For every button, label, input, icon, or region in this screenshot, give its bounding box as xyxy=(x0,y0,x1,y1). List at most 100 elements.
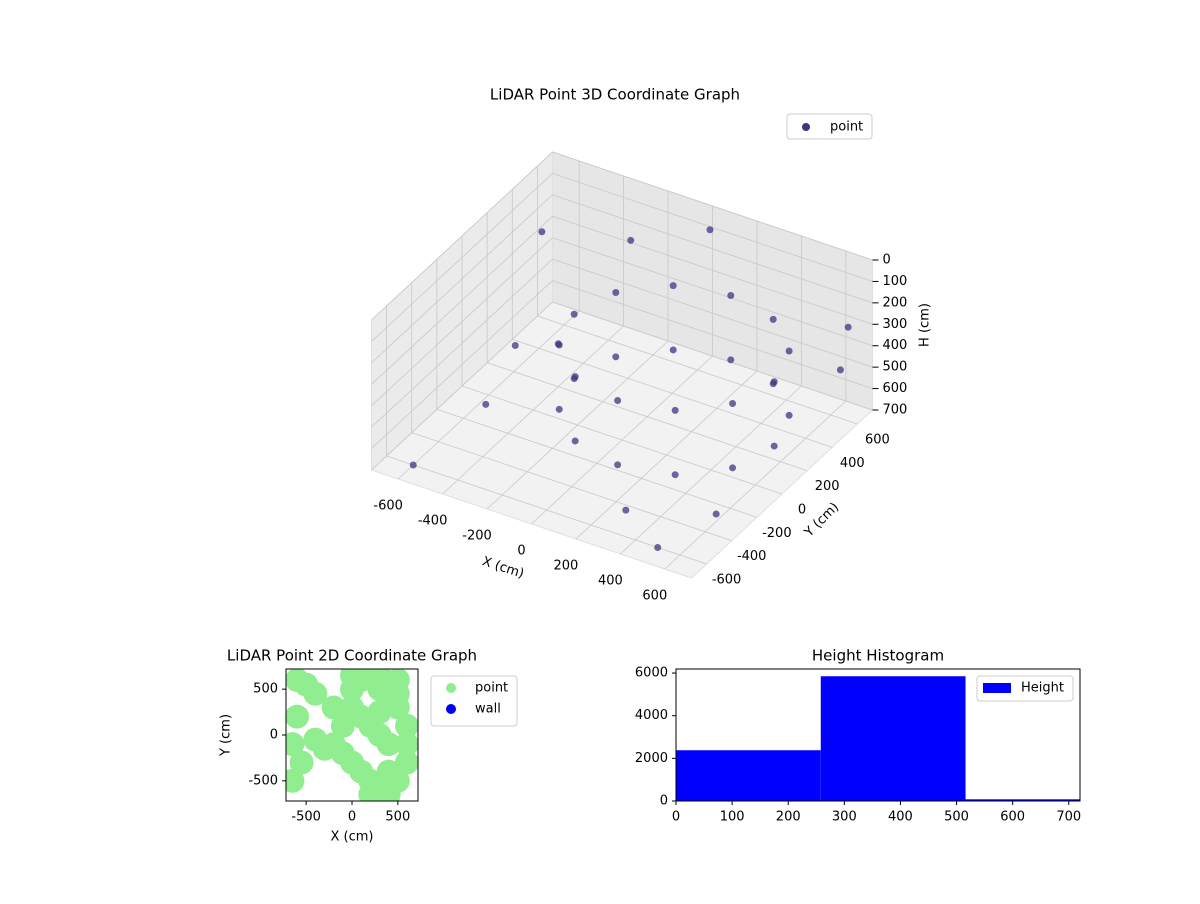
point xyxy=(612,289,620,297)
bar xyxy=(820,676,966,801)
grid-line xyxy=(371,173,553,342)
y-tick-label: 500 xyxy=(253,682,278,697)
grid-line xyxy=(552,258,873,368)
y-axis-label: Y (cm) xyxy=(801,500,842,541)
point xyxy=(286,704,309,729)
grid-line xyxy=(552,151,873,261)
x-tick-label: 400 xyxy=(598,574,623,589)
z-tick-label: 600 xyxy=(883,381,908,396)
x-tick-label: 300 xyxy=(832,810,857,825)
z-tick-label: 0 xyxy=(883,253,891,268)
point xyxy=(671,471,679,479)
x-tick-label: 600 xyxy=(642,589,667,604)
legend-marker xyxy=(446,704,456,714)
point xyxy=(409,461,417,469)
grid-line xyxy=(371,215,553,385)
axes-frame xyxy=(675,668,1081,802)
y-tick-label: 0 xyxy=(798,503,806,518)
x-tick-label: 200 xyxy=(554,559,579,574)
y-tick-label: -500 xyxy=(248,773,278,788)
point xyxy=(395,750,418,775)
legend-label: wall xyxy=(475,702,501,717)
point xyxy=(321,695,346,720)
z-tick-label: 500 xyxy=(883,360,908,375)
plot-area xyxy=(286,669,418,801)
x-tick-label: 500 xyxy=(385,810,410,825)
y-tick-label: 0 xyxy=(270,728,278,743)
grid-line xyxy=(512,338,833,448)
point xyxy=(571,437,579,445)
z-tick-label: 200 xyxy=(883,295,908,310)
plot-area xyxy=(676,676,1080,801)
grid-line xyxy=(371,151,553,321)
y-tick-label: -600 xyxy=(712,573,742,588)
point xyxy=(614,461,622,469)
y-tick-label: -400 xyxy=(737,549,767,564)
chart-title: Height Histogram xyxy=(812,647,944,665)
y-axis-label: Y (cm) xyxy=(219,714,234,757)
legend-marker xyxy=(446,683,456,693)
grid-line xyxy=(371,280,553,449)
point xyxy=(770,442,778,450)
x-tick-label: 100 xyxy=(720,810,745,825)
x-tick-label: 0 xyxy=(672,810,680,825)
x-tick-label: 400 xyxy=(888,810,913,825)
grid-line xyxy=(411,432,732,542)
y-tick-label: 400 xyxy=(840,456,865,471)
x-tick-label: 500 xyxy=(944,810,969,825)
grid-line xyxy=(552,301,873,411)
chart-title: LiDAR Point 2D Coordinate Graph xyxy=(227,647,477,665)
point xyxy=(727,356,735,364)
z-axis-label: H (cm) xyxy=(918,303,933,347)
x-tick-label: -500 xyxy=(291,810,321,825)
point xyxy=(785,411,793,419)
grid-line xyxy=(371,237,553,407)
point xyxy=(538,228,546,236)
point xyxy=(612,353,620,361)
point xyxy=(671,406,679,414)
y-tick-label: 200 xyxy=(815,479,840,494)
legend-marker xyxy=(802,123,810,131)
point xyxy=(769,315,777,323)
point xyxy=(622,506,630,514)
point xyxy=(376,759,401,784)
x-tick-label: 0 xyxy=(348,810,356,825)
point xyxy=(376,732,401,757)
x-tick-label: 0 xyxy=(517,544,525,559)
grid-line xyxy=(371,194,553,364)
grid-line xyxy=(552,237,873,347)
legend-box xyxy=(976,675,1074,702)
point xyxy=(627,236,635,244)
x-tick-label: -600 xyxy=(373,499,403,514)
x-tick-label: 700 xyxy=(1056,810,1081,825)
point xyxy=(654,544,662,551)
point xyxy=(482,400,490,408)
point xyxy=(729,400,737,408)
point xyxy=(570,375,578,383)
legend-label: Height xyxy=(1021,681,1064,696)
legend-label: point xyxy=(475,681,508,696)
y-tick-label: 600 xyxy=(865,433,890,448)
grid-line xyxy=(371,301,553,471)
y-tick-label: 4000 xyxy=(635,708,668,723)
x-tick-label: -200 xyxy=(462,529,492,544)
y-tick-label: 6000 xyxy=(635,666,668,681)
point xyxy=(669,282,677,290)
legend-swatch xyxy=(983,683,1011,693)
x-axis-label: X (cm) xyxy=(331,830,374,845)
point xyxy=(712,510,720,518)
z-tick-label: 100 xyxy=(883,274,908,289)
grid-line xyxy=(552,280,873,389)
point xyxy=(286,768,305,793)
point xyxy=(769,380,777,388)
point xyxy=(385,681,410,706)
point xyxy=(511,342,519,350)
y-tick-label: -200 xyxy=(762,526,792,541)
x-tick-label: 200 xyxy=(776,810,801,825)
point xyxy=(395,732,418,757)
point xyxy=(570,310,578,318)
point xyxy=(289,750,314,775)
point xyxy=(286,732,305,757)
grid-line xyxy=(537,315,858,425)
